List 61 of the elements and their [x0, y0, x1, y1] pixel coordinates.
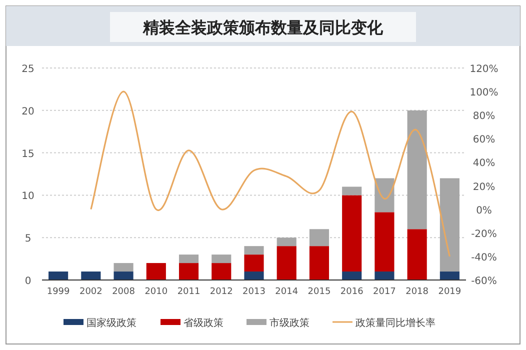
y-tick-label: 15: [22, 148, 34, 160]
bar: [114, 272, 134, 280]
bar: [48, 272, 68, 280]
bar: [374, 272, 394, 280]
x-tick-label: 2010: [144, 287, 168, 297]
bar: [342, 186, 362, 196]
x-tick-label: 2018: [406, 287, 429, 297]
bar: [276, 246, 296, 280]
y-tick-label: 25: [22, 64, 34, 75]
legend-label: 省级政策: [184, 317, 224, 329]
bar: [178, 254, 199, 264]
y2-tick-label: 100%: [470, 88, 498, 99]
y2-tick-label: 80%: [472, 111, 496, 122]
bar: [374, 212, 394, 272]
x-tick-label: 2008: [112, 287, 136, 297]
x-tick-label: 1999: [46, 287, 70, 297]
bar: [212, 263, 232, 280]
x-tick-label: 2015: [308, 287, 331, 297]
x-tick-label: 2017: [373, 287, 396, 297]
line-series: [90, 90, 450, 258]
x-tick-label: 2013: [242, 287, 266, 297]
y2-tick-label: 0%: [476, 205, 492, 216]
x-tick-label: 2002: [79, 287, 102, 297]
y-tick-label: 10: [22, 191, 34, 202]
legend-label: 市级政策: [270, 317, 310, 329]
legend-label: 国家级政策: [86, 317, 136, 329]
bar: [407, 110, 427, 230]
y2-tick-label: 40%: [472, 158, 496, 170]
bar: [440, 272, 460, 280]
y2-tick-label: -20%: [471, 228, 497, 240]
bar: [81, 272, 101, 280]
y-tick-label: 0: [24, 276, 32, 287]
bar: [407, 229, 427, 280]
y2-tick-label: 20%: [472, 182, 496, 193]
y-tick-label: 5: [24, 234, 32, 245]
bar: [178, 263, 199, 280]
y2-tick-label: -40%: [471, 252, 497, 264]
chart-title: 精装全装政策颁布数量及同比变化: [142, 18, 384, 37]
bar: [440, 178, 460, 272]
x-tick-label: 2012: [210, 287, 233, 297]
bar: [212, 254, 232, 264]
x-tick-label: 2014: [275, 287, 298, 297]
y2-tick-label: -60%: [471, 276, 497, 287]
bar: [244, 254, 264, 272]
bar: [309, 229, 330, 246]
bar: [244, 272, 264, 280]
bar: [146, 263, 166, 280]
legend-label: 政策量同比增长率: [356, 317, 436, 329]
x-tick-label: 2019: [438, 287, 462, 297]
x-tick-label: 2011: [177, 287, 200, 297]
bar: [342, 195, 362, 272]
y2-tick-label: 120%: [470, 64, 498, 75]
bar: [114, 263, 134, 272]
bar: [309, 246, 330, 280]
bar: [342, 272, 362, 280]
bar: [374, 178, 394, 212]
bar: [244, 246, 264, 255]
y2-tick-label: 60%: [472, 134, 496, 146]
bar: [276, 238, 296, 246]
y-tick-label: 20: [22, 106, 34, 118]
x-tick-label: 2016: [340, 287, 364, 297]
